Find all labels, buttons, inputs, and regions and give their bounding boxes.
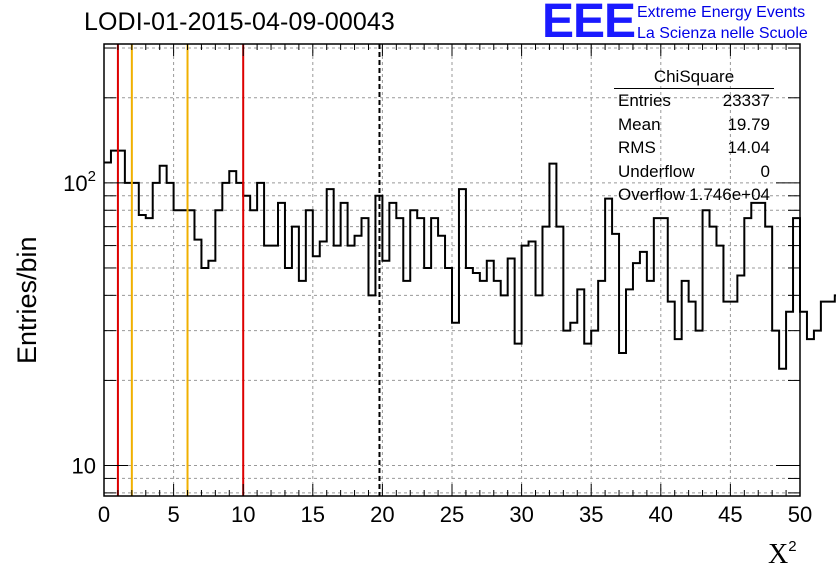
eee-logo: EEE	[542, 0, 636, 48]
x-axis-title-base: X	[768, 539, 789, 570]
stats-key: Underflow	[618, 161, 695, 181]
histogram-series	[104, 149, 836, 370]
x-tick-label: 5	[167, 502, 179, 527]
x-tick-label: 35	[579, 502, 603, 527]
stats-row-rms: RMS 14.04	[612, 136, 778, 160]
y-tick-label: 102	[63, 168, 96, 196]
stats-key: Overflow	[618, 185, 686, 204]
stats-key: Mean	[618, 114, 661, 134]
x-tick-label: 10	[231, 502, 255, 527]
x-axis-title-exponent: 2	[788, 538, 797, 555]
stats-key: RMS	[618, 138, 656, 157]
x-axis-title: X2	[768, 538, 797, 571]
x-tick-label: 20	[370, 502, 394, 527]
stats-row-entries: Entries 23337	[612, 89, 778, 113]
x-tick-label: 15	[301, 502, 325, 527]
stats-title: ChiSquare	[614, 66, 774, 89]
y-tick-label: 10	[72, 454, 96, 479]
stats-value: 19.79	[727, 114, 770, 134]
x-tick-label: 25	[440, 502, 464, 527]
stats-row-underflow: Underflow 0	[612, 160, 778, 184]
x-tick-label: 30	[509, 502, 533, 527]
stats-value: 14.04	[727, 138, 770, 157]
stats-value: 0	[760, 161, 770, 181]
x-tick-label: 45	[718, 502, 742, 527]
logo-tagline-2: La Scienza nelle Scuole	[637, 25, 808, 42]
stats-value: 23337	[722, 91, 770, 110]
stats-box: ChiSquare Entries 23337 Mean 19.79 RMS 1…	[612, 66, 778, 207]
stats-row-overflow: Overflow 1.746e+04	[612, 183, 778, 207]
x-tick-label: 40	[649, 502, 673, 527]
y-axis-title: Entries/bin	[12, 236, 42, 364]
stats-row-mean: Mean 19.79	[612, 113, 778, 137]
stats-value: 1.746e+04	[689, 185, 770, 204]
chart-title: LODI-01-2015-04-09-00043	[84, 8, 395, 36]
logo-tagline-1: Extreme Energy Events	[637, 4, 806, 21]
stats-key: Entries	[618, 91, 671, 110]
x-tick-label: 0	[98, 502, 110, 527]
x-tick-label: 50	[788, 502, 812, 527]
